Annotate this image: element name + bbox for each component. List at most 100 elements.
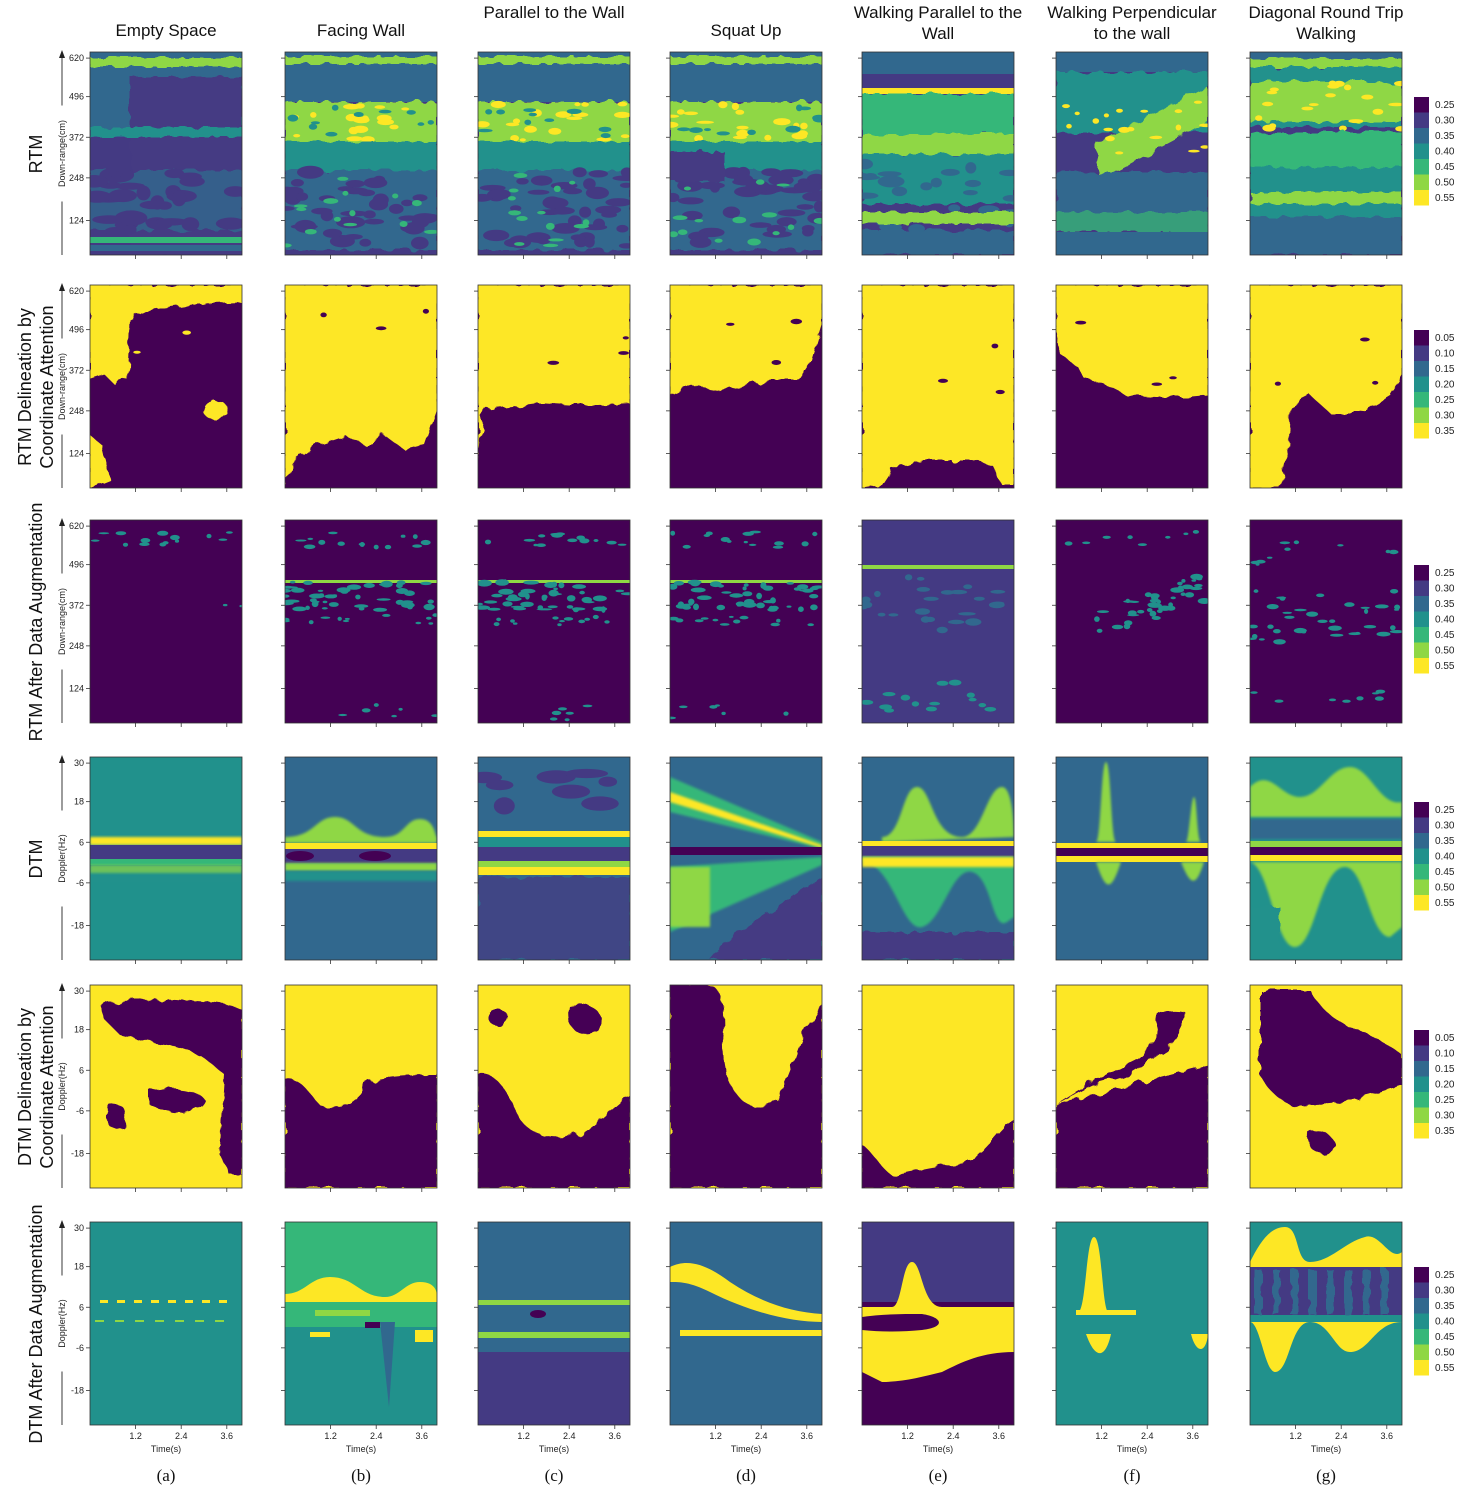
colorbar-label: 0.10 (1435, 1049, 1455, 1060)
colorbar-legend: 0.25 0.30 0.35 0.40 0.45 0.50 0.55 (1414, 1267, 1455, 1376)
x-tick-label: 1.2 (901, 1431, 914, 1441)
colorbar-swatch (1414, 1267, 1429, 1283)
heatmap-fill (285, 520, 437, 723)
heatmap-fill (670, 985, 822, 1188)
heatmap-panel (1246, 519, 1403, 727)
colorbar-label: 0.25 (1435, 1270, 1455, 1281)
colorbar-label: 0.40 (1435, 1317, 1455, 1328)
colorbar-label: 0.40 (1435, 852, 1455, 863)
y-tick-label: 30 (74, 758, 84, 768)
column-title: Walking Parallel to the Wall (853, 3, 1023, 43)
panel-frame (477, 756, 631, 961)
y-tick-label: 124 (69, 448, 84, 458)
panel-frame (284, 51, 438, 256)
colorbar-swatch (1414, 174, 1429, 190)
x-tick-label: 3.6 (1187, 1431, 1200, 1441)
x-axis-label: Time(s) (1117, 1444, 1147, 1454)
colorbar-swatch (1414, 1030, 1429, 1046)
y-tick-label: 6 (79, 1302, 84, 1312)
heatmap-panel: 30 18 6 -6 -18 Doppler(Hz) (56, 983, 243, 1192)
colorbar-swatch (1414, 128, 1429, 144)
heatmap-fill (1250, 757, 1402, 960)
heatmap-panel (858, 756, 1015, 964)
colorbar-swatch (1414, 423, 1429, 439)
y-axis-label: Doppler(Hz) (57, 1062, 67, 1111)
colorbar-label: 0.35 (1435, 599, 1455, 610)
heatmap-fill (478, 985, 630, 1188)
colorbar-label: 0.40 (1435, 615, 1455, 626)
heatmap-panel: 1.2 2.4 3.6 Time(s) (666, 1221, 823, 1454)
column-title: Diagonal Round Trip Walking (1248, 3, 1404, 43)
column-title: Squat Up (710, 21, 782, 40)
heatmap-fill (1250, 285, 1402, 488)
heatmap-panel (281, 51, 438, 259)
arrow-head-icon (59, 1220, 65, 1228)
x-axis-label: Time(s) (151, 1444, 181, 1454)
x-tick-label: 3.6 (801, 1431, 814, 1441)
heatmap-panel (474, 984, 631, 1192)
panel-frame (477, 519, 631, 724)
x-tick-label: 2.4 (1335, 1431, 1348, 1441)
y-tick-label: 30 (74, 1223, 84, 1233)
y-tick-label: -6 (76, 878, 84, 888)
heatmap-fill (285, 1222, 437, 1425)
y-tick-label: 620 (69, 521, 84, 531)
panel-frame (669, 756, 823, 961)
heatmap-panel (666, 984, 823, 1192)
heatmap-fill (670, 285, 822, 488)
panel-frame (1055, 1221, 1209, 1426)
y-axis-label: Down-range(cm) (57, 588, 67, 655)
colorbar-label: 0.35 (1435, 131, 1455, 142)
panel-frame (89, 519, 243, 724)
panel-frame (861, 1221, 1015, 1426)
heatmap-panel: 1.2 2.4 3.6 Time(s) (1246, 1221, 1403, 1454)
heatmap-panel: 1.2 2.4 3.6 Time(s) (281, 1221, 438, 1454)
colorbar-swatch (1414, 658, 1429, 674)
heatmap-panel (1052, 756, 1209, 964)
heatmap-panel (666, 284, 823, 492)
panel-frame (669, 519, 823, 724)
panel-frame (284, 284, 438, 489)
colorbar-swatch (1414, 627, 1429, 643)
panel-frame (861, 284, 1015, 489)
y-tick-label: 496 (69, 560, 84, 570)
heatmap-fill (285, 285, 437, 488)
colorbar-swatch (1414, 345, 1429, 361)
y-tick-label: 620 (69, 286, 84, 296)
panel-frame (1249, 756, 1403, 961)
y-axis-label: Down-range(cm) (57, 120, 67, 187)
x-tick-label: 2.4 (1141, 1431, 1154, 1441)
heatmap-panel: 1.2 2.4 3.6 Time(s) (858, 1221, 1015, 1454)
heatmap-panel (858, 51, 1015, 259)
colorbar-swatch (1414, 1045, 1429, 1061)
colorbar-swatch (1414, 833, 1429, 849)
y-tick-label: 496 (69, 92, 84, 102)
heatmap-panel (1052, 519, 1209, 727)
x-axis-label: Time(s) (923, 1444, 953, 1454)
y-tick-label: -18 (71, 920, 84, 930)
panel-letter: (a) (156, 1466, 176, 1485)
heatmap-fill (862, 520, 1014, 723)
heatmap-fill (478, 52, 630, 255)
panel-frame (669, 984, 823, 1189)
colorbar-label: 0.40 (1435, 147, 1455, 158)
colorbar-swatch (1414, 1092, 1429, 1108)
colorbar-label: 0.50 (1435, 178, 1455, 189)
x-tick-label: 1.2 (709, 1431, 722, 1441)
panel-frame (1249, 1221, 1403, 1426)
x-tick-label: 3.6 (609, 1431, 622, 1441)
column-title: Facing Wall (316, 21, 406, 40)
heatmap-panel (858, 984, 1015, 1192)
y-tick-label: 496 (69, 325, 84, 335)
colorbar-swatch (1414, 580, 1429, 596)
y-tick-label: 124 (69, 683, 84, 693)
panel-letter: (g) (1316, 1466, 1336, 1485)
panel-frame (1055, 284, 1209, 489)
x-tick-label: 3.6 (221, 1431, 234, 1441)
heatmap-fill (670, 1222, 822, 1425)
colorbar-label: 0.05 (1435, 1033, 1455, 1044)
y-tick-label: 6 (79, 1065, 84, 1075)
heatmap-panel (666, 519, 823, 727)
colorbar-legend: 0.05 0.10 0.15 0.20 0.25 0.30 0.35 (1414, 1030, 1455, 1139)
colorbar-label: 0.10 (1435, 349, 1455, 360)
